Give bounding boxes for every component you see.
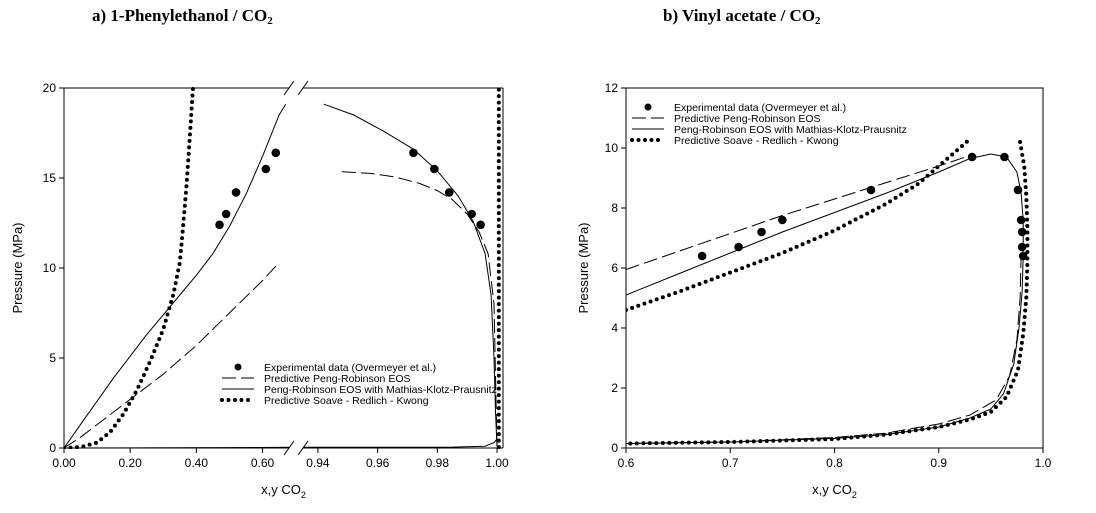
chart-a-x-axis-label-text: x,y CO: [261, 482, 301, 497]
chart-b-x-tick-label: 0.8: [826, 456, 843, 470]
chart-b-data-point: [1017, 242, 1027, 252]
chart-a-title-text: a) 1-Phenylethanol / CO: [92, 6, 268, 25]
chart-a-data-point: [261, 164, 271, 174]
chart-b-data-point: [778, 215, 787, 225]
chart-a-series-line: [323, 103, 498, 447]
chart-b-data-point: [967, 152, 977, 162]
chart-a-x-tick-label: 0.94: [306, 456, 330, 470]
chart-b-series-line: [626, 153, 1024, 444]
chart-a-legend-label: Peng-Robinson EOS with Mathias-Klotz-Pra…: [264, 384, 497, 396]
chart-b-x-tick-label: 0.6: [618, 456, 635, 470]
chart-a-x-tick-label: 0.20: [118, 456, 142, 470]
chart-a-series-line: [341, 171, 498, 447]
chart-b-title-text: b) Vinyl acetate / CO: [663, 6, 816, 25]
chart-a-axis-break-mark: [283, 440, 295, 456]
chart-a-data-point: [215, 220, 224, 230]
chart-a-x-tick-label: 0.00: [52, 456, 76, 470]
chart-b-data-point: [697, 251, 707, 261]
chart-b-data-point: [1017, 227, 1027, 237]
chart-a-legend-label: Predictive Soave - Redlich - Kwong: [264, 395, 429, 407]
chart-a-data-point: [476, 220, 485, 230]
chart-a-x-tick-label: 0.40: [185, 456, 209, 470]
chart-b-x-tick-label: 0.7: [722, 456, 739, 470]
chart-b-legend-label: Experimental data (Overmeyer et al.): [674, 102, 846, 114]
chart-a-y-tick-label: 0: [49, 441, 56, 455]
chart-b-legend-marker: [644, 103, 652, 111]
chart-b-x-axis-label: x,y CO2: [812, 482, 857, 500]
chart-a-x-axis-label: x,y CO2: [261, 482, 306, 500]
chart-a-legend-label: Experimental data (Overmeyer et al.): [264, 362, 436, 374]
chart-a-x-tick-label: 0.60: [251, 456, 275, 470]
chart-a-x-tick-label: 0.98: [426, 456, 450, 470]
chart-a-series-line: [302, 438, 498, 448]
chart-b-x-axis-label-subscript: 2: [852, 490, 857, 500]
chart-b-y-tick-label: 8: [611, 201, 618, 215]
chart-a-axis-break-mark: [297, 80, 309, 96]
chart-a-legend-label: Predictive Peng-Robinson EOS: [264, 373, 411, 385]
chart-b-title: b) Vinyl acetate / CO2: [663, 6, 821, 27]
chart-a: 0 5 10 15 20 0.00 0.20 0.40 0.60 0.94 0.96 0.98 1.00…: [10, 80, 509, 500]
chart-a-data-point: [231, 188, 241, 197]
chart-a-series-line: [64, 87, 195, 449]
chart-b-legend-label: Predictive Peng-Robinson EOS: [674, 113, 821, 125]
chart-b-x-tick-label: 0.9: [930, 456, 947, 470]
chart-b-y-tick-label: 6: [611, 261, 618, 275]
chart-b-y-tick-label: 12: [605, 81, 619, 95]
chart-b-y-tick-label: 2: [611, 381, 618, 395]
chart-b-series-line: [626, 140, 1030, 446]
chart-b-title-subscript: 2: [815, 15, 821, 27]
chart-a-series-line: [64, 446, 290, 449]
chart-a-axis-break-mark: [297, 440, 309, 456]
chart-b-series-line: [626, 255, 1022, 444]
chart-a-title: a) 1-Phenylethanol / CO2: [92, 6, 273, 27]
chart-b-plot-area: [626, 137, 1030, 446]
chart-a-title-subscript: 2: [267, 15, 273, 27]
chart-b-legend-label: Peng-Robinson EOS with Mathias-Klotz-Pra…: [674, 124, 907, 136]
chart-b-y-tick-label: 10: [605, 141, 619, 155]
chart-b-series-line: [626, 155, 971, 270]
chart-a-legend-marker: [234, 363, 242, 371]
chart-b-series-line: [626, 137, 972, 312]
chart-a-data-point: [221, 209, 231, 219]
chart-b-x-tick-label: 1.0: [1035, 456, 1052, 470]
chart-a-plot-area: [64, 87, 501, 449]
chart-a-y-tick-label: 10: [43, 261, 57, 275]
chart-a-y-tick-label: 5: [49, 351, 56, 365]
chart-a-y-tick-label: 15: [43, 171, 57, 185]
chart-a-y-axis-label: Pressure (MPa): [10, 222, 25, 313]
chart-b-y-tick-label: 4: [611, 321, 618, 335]
chart-a-series-line: [64, 103, 287, 449]
chart-b-data-point: [1016, 215, 1026, 225]
chart-a-data-point: [444, 188, 454, 197]
chart-a-axis-break-mark: [283, 80, 295, 96]
chart-b-y-tick-label: 0: [611, 441, 618, 455]
chart-a-y-tick-label: 20: [43, 81, 57, 95]
chart-a-x-tick-label: 0.96: [366, 456, 390, 470]
chart-a-series-line: [64, 265, 277, 449]
chart-b-y-axis-label: Pressure (MPa): [576, 222, 591, 313]
chart-b-x-axis-label-text: x,y CO: [812, 482, 852, 497]
chart-a-x-axis-label-subscript: 2: [301, 490, 306, 500]
chart-b-data-point: [757, 227, 766, 237]
chart-a-x-tick-label: 1.00: [485, 456, 509, 470]
chart-a-data-point: [467, 209, 476, 219]
chart-b-legend-label: Predictive Soave - Redlich - Kwong: [674, 135, 839, 147]
chart-a-data-point: [271, 148, 281, 158]
